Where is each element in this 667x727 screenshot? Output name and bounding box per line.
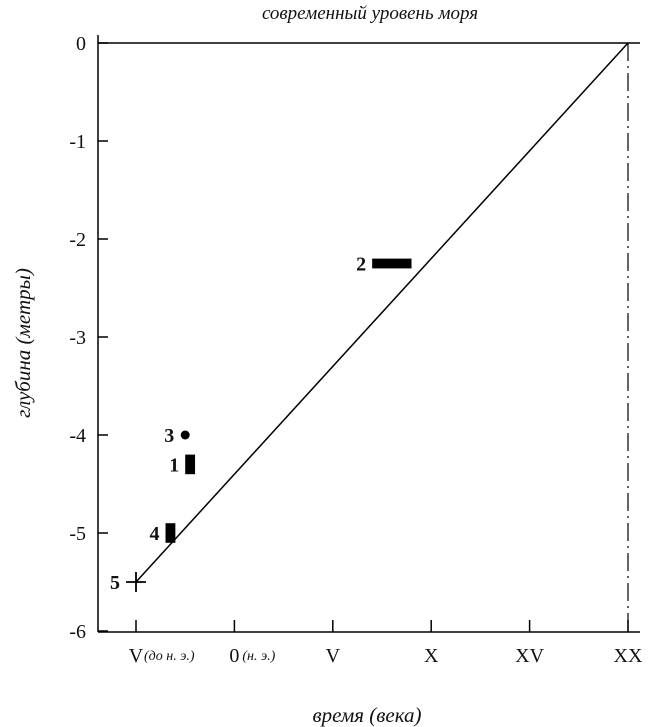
x-tick-note: (до н. э.) bbox=[144, 649, 195, 664]
data-points: 1 2 3 4 5 bbox=[110, 254, 412, 594]
y-ticks: 0 -1 -2 -3 -4 -5 -6 bbox=[69, 33, 108, 643]
point-label: 4 bbox=[150, 523, 160, 545]
point-2-bar bbox=[372, 258, 412, 269]
x-ticks: V (до н. э.) 0 (н. э.) V X XV XX bbox=[129, 620, 643, 667]
point-1-bar bbox=[185, 454, 196, 475]
point-label: 1 bbox=[169, 454, 179, 476]
y-tick-label: -2 bbox=[69, 229, 86, 251]
y-tick-label: -1 bbox=[69, 131, 86, 153]
point-3-dot bbox=[180, 430, 190, 440]
x-tick-label: XX bbox=[614, 645, 643, 667]
x-tick-label: V bbox=[129, 645, 144, 667]
y-tick-label: 0 bbox=[76, 33, 86, 55]
chart-lines bbox=[135, 42, 629, 632]
y-tick-label: -5 bbox=[69, 523, 86, 545]
y-tick-label: -6 bbox=[69, 621, 86, 643]
y-tick-label: -4 bbox=[69, 425, 86, 447]
x-axis-label: время (века) bbox=[312, 703, 421, 727]
y-axis-label: глубина (метры) bbox=[11, 268, 35, 418]
point-label: 5 bbox=[110, 572, 120, 594]
point-label: 2 bbox=[356, 254, 366, 276]
x-tick-label: V bbox=[326, 645, 341, 667]
plot-frame bbox=[97, 35, 640, 633]
point-4-bar bbox=[165, 523, 176, 543]
y-tick-label: -3 bbox=[69, 327, 86, 349]
chart-title: современный уровень моря bbox=[262, 3, 478, 24]
trend-line bbox=[135, 42, 629, 583]
x-tick-note: (н. э.) bbox=[242, 649, 275, 664]
point-label: 3 bbox=[164, 425, 174, 447]
x-tick-label: XV bbox=[515, 645, 544, 667]
x-tick-label: 0 bbox=[229, 645, 239, 667]
x-tick-label: X bbox=[424, 645, 439, 667]
